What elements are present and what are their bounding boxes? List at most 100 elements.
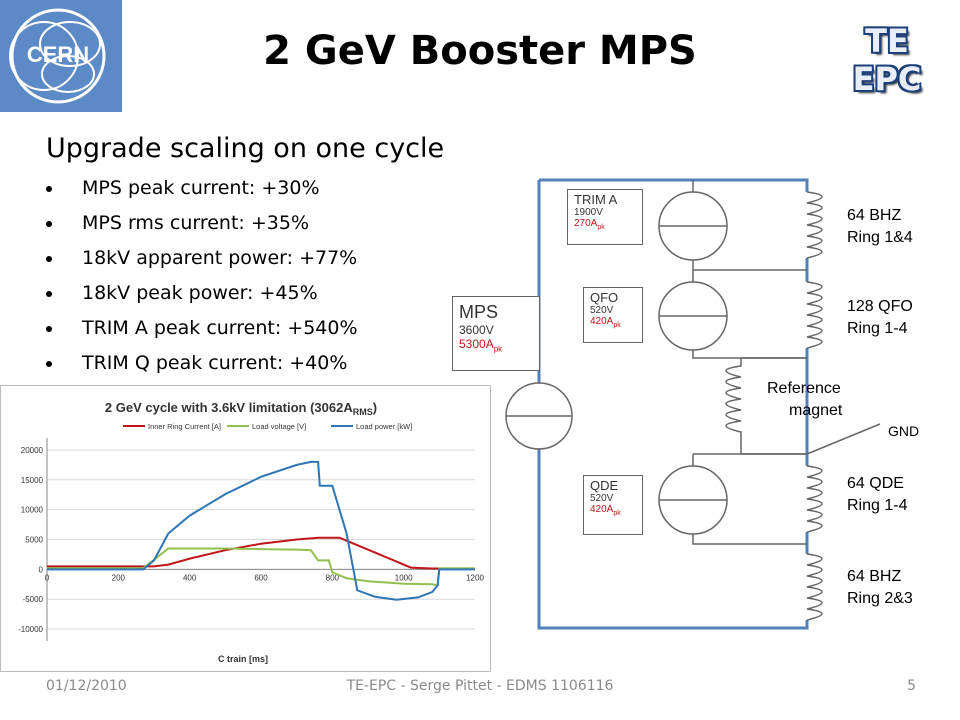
- bullet-item: 18kV peak power: +45%: [46, 280, 358, 315]
- bullet-text: TRIM Q peak current: +40%: [82, 352, 348, 374]
- coils: [725, 191, 823, 621]
- coil-label: Ring 1&4: [847, 229, 913, 246]
- footer-date: 01/12/2010: [46, 678, 127, 694]
- mps-label-box: MPS 3600V 5300Apk: [452, 296, 540, 371]
- qde-label-box: QDE 520V 420Apk: [583, 475, 643, 535]
- qde-name: QDE: [590, 478, 619, 493]
- te-epc-logo: TE EPC: [832, 22, 942, 98]
- y-tick-label: -5000: [23, 595, 44, 604]
- coil-reference-icon: [725, 357, 807, 455]
- brand-line-te: TE: [865, 22, 909, 60]
- bullet-item: MPS rms current: +35%: [46, 210, 358, 245]
- chart-title-main: 2 GeV cycle with 3.6kV limitation (3062A: [105, 400, 353, 415]
- bullet-item: TRIM Q peak current: +40%: [46, 350, 358, 385]
- x-tick-label: 800: [326, 573, 340, 582]
- bullet-text: TRIM A peak current: +540%: [82, 317, 358, 339]
- x-tick-label: 1200: [466, 573, 484, 582]
- coil-label: Reference: [767, 380, 841, 397]
- bullet-dot: [46, 326, 52, 332]
- chart-title-sub: RMS: [353, 407, 373, 417]
- x-axis-label: C train [ms]: [218, 654, 268, 664]
- coil-label: 64 BHZ: [847, 568, 901, 585]
- y-tick-label: 0: [39, 565, 44, 574]
- coil-labels: 64 BHZ Ring 1&4 128 QFO Ring 1-4 Referen…: [767, 207, 919, 607]
- bullet-dot: [46, 221, 52, 227]
- link-trim-mid: [692, 260, 807, 271]
- qfo-voltage: 520V: [590, 305, 614, 316]
- mps-voltage: 3600V: [459, 323, 494, 337]
- coil-label: Ring 1-4: [847, 320, 908, 337]
- cern-logo: CERN: [0, 0, 122, 112]
- bullet-dot: [46, 186, 52, 192]
- bullet-dot: [46, 361, 52, 367]
- bullet-text: MPS rms current: +35%: [82, 212, 310, 234]
- trim-a-label-box: TRIM A 1900V 270Apk: [567, 189, 643, 245]
- coil-bhz-14-icon: [800, 191, 823, 259]
- y-tick-label: 5000: [25, 536, 43, 545]
- x-tick-label: 400: [183, 573, 197, 582]
- bullet-item: TRIM A peak current: +540%: [46, 315, 358, 350]
- trim-a-current: 270Apk: [574, 218, 605, 231]
- bullet-list: MPS peak current: +30% MPS rms current: …: [46, 175, 358, 385]
- y-tick-label: 20000: [21, 446, 44, 455]
- bullet-item: 18kV apparent power: +77%: [46, 245, 358, 280]
- y-tick-label: 15000: [21, 476, 44, 485]
- brand-line-epc: EPC: [852, 60, 922, 98]
- link-qde-bottom: [692, 534, 807, 545]
- link-qfo-bottom: [692, 350, 807, 359]
- legend-label: Load voltage [V]: [252, 422, 306, 431]
- coil-qfo-icon: [800, 281, 823, 349]
- outer-wire: [537, 178, 809, 630]
- series-line: [47, 536, 475, 570]
- qfo-label-box: QFO 520V 420Apk: [583, 287, 643, 343]
- bullet-dot: [46, 256, 52, 262]
- bullet-item: MPS peak current: +30%: [46, 175, 358, 210]
- coil-label: 64 BHZ: [847, 207, 901, 224]
- series-line: [47, 547, 475, 587]
- mps-current: 5300Apk: [459, 337, 503, 354]
- x-tick-label: 1000: [395, 573, 413, 582]
- chart-legend: Inner Ring Current [A] Load voltage [V] Lo…: [123, 422, 412, 431]
- coil-bhz-23-icon: [800, 553, 823, 621]
- section-heading: Upgrade scaling on one cycle: [46, 133, 445, 164]
- y-tick-label: 10000: [21, 506, 44, 515]
- bullet-dot: [46, 291, 52, 297]
- series-line: [47, 460, 475, 601]
- qfo-current: 420Apk: [590, 316, 621, 329]
- cern-logo-graphic: CERN: [9, 8, 106, 104]
- page-number: 5: [907, 678, 916, 694]
- chart-series: [47, 460, 475, 601]
- bullet-text: 18kV apparent power: +77%: [82, 247, 358, 269]
- chart-title-end: ): [373, 400, 377, 415]
- coil-label: 64 QDE: [847, 475, 904, 492]
- chart-panel: 2 GeV cycle with 3.6kV limitation (3062A…: [0, 385, 491, 672]
- bullet-text: 18kV peak power: +45%: [82, 282, 318, 304]
- page-title: 2 GeV Booster MPS: [263, 28, 697, 74]
- legend-label: Inner Ring Current [A]: [148, 422, 221, 431]
- mps-name: MPS: [459, 302, 499, 322]
- legend-label: Load power [kW]: [356, 422, 412, 431]
- qde-current: 420Apk: [590, 504, 621, 517]
- coil-label: Ring 1-4: [847, 497, 908, 514]
- coil-qde-icon: [800, 465, 823, 533]
- qde-voltage: 520V: [590, 493, 614, 504]
- circuit-diagram: 64 BHZ Ring 1&4 128 QFO Ring 1-4 Referen…: [505, 178, 919, 630]
- x-tick-label: 0: [45, 573, 50, 582]
- qfo-name: QFO: [590, 290, 619, 305]
- coil-label: Ring 2&3: [847, 590, 913, 607]
- circuit-wires: [537, 178, 809, 630]
- trim-a-voltage: 1900V: [574, 207, 603, 218]
- footer-text: TE-EPC - Serge Pittet - EDMS 1106116: [346, 678, 614, 694]
- coil-label: 128 QFO: [847, 298, 913, 315]
- bullet-text: MPS peak current: +30%: [82, 177, 320, 199]
- x-tick-label: 200: [112, 573, 126, 582]
- cycle-chart: 2 GeV cycle with 3.6kV limitation (3062A…: [18, 400, 484, 664]
- chart-title: 2 GeV cycle with 3.6kV limitation (3062A…: [105, 400, 377, 417]
- logo-text: CERN: [27, 42, 89, 67]
- gnd-label: GND: [888, 423, 919, 439]
- x-tick-label: 600: [254, 573, 268, 582]
- y-tick-label: -10000: [18, 625, 43, 634]
- coil-label: magnet: [789, 402, 843, 419]
- trim-a-name: TRIM A: [574, 192, 618, 207]
- gnd-wire: [806, 423, 881, 455]
